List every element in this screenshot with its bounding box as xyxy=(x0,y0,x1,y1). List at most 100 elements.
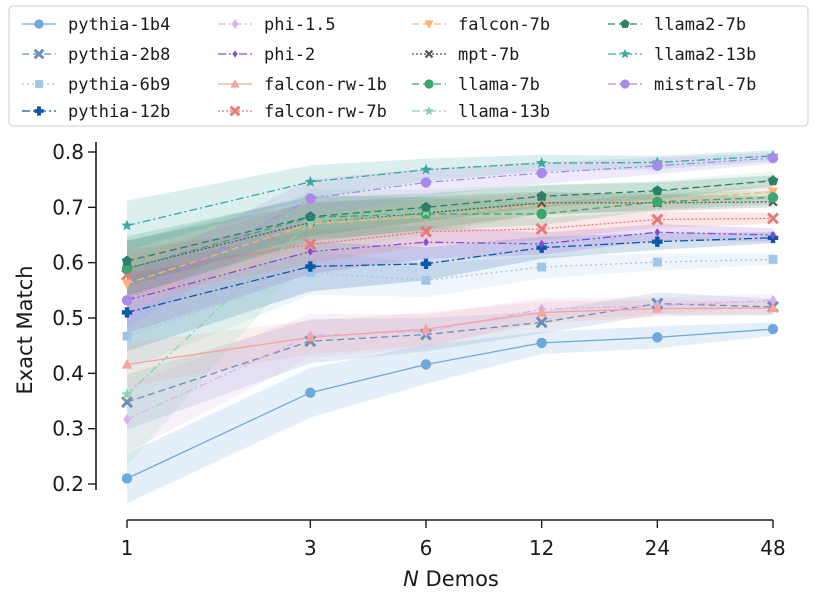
point-pythia-6b9-1 xyxy=(122,331,132,341)
point-falcon-rw-1b-3 xyxy=(305,331,316,342)
band-falcon-7b xyxy=(127,185,773,312)
point-pythia-12b-24 xyxy=(652,236,663,247)
legend-marker-falcon-7b xyxy=(424,20,434,29)
point-falcon-rw-1b-1 xyxy=(121,359,133,369)
y-tick-label: 0.5 xyxy=(52,306,84,330)
legend-item-pythia-6b9: pythia-6b9 xyxy=(22,75,170,95)
line-mpt-7b xyxy=(126,201,774,269)
legend-item-mpt-7b: mpt-7b xyxy=(412,45,519,65)
x-tick-label: 48 xyxy=(760,536,785,560)
legend-marker-llama-13b xyxy=(423,105,435,116)
series-lines xyxy=(126,155,774,480)
legend-item-falcon-rw-1b: falcon-rw-1b xyxy=(218,75,387,95)
point-llama-7b-48 xyxy=(767,192,779,203)
point-pythia-1b4-48 xyxy=(767,323,779,335)
band-llama-13b xyxy=(127,171,773,467)
legend-item-llama-13b: llama-13b xyxy=(412,102,550,122)
legend-label-llama-7b: llama-7b xyxy=(458,75,540,95)
point-pythia-1b4-1 xyxy=(121,473,133,484)
legend-label-phi-1.5: phi-1.5 xyxy=(264,15,336,35)
point-pythia-1b4-24 xyxy=(652,332,663,343)
point-pythia-6b9-3 xyxy=(305,268,315,278)
line-phi-1.5 xyxy=(126,299,774,420)
legend-item-pythia-1b4: pythia-1b4 xyxy=(22,15,170,35)
x-axis-label-italic: N xyxy=(403,567,419,591)
line-llama2-7b xyxy=(126,180,774,262)
band-llama2-7b xyxy=(127,175,773,286)
point-pythia-12b-1 xyxy=(121,307,133,318)
point-pythia-6b9-24 xyxy=(652,257,662,267)
band-pythia-12b xyxy=(127,232,773,352)
legend-marker-llama-7b xyxy=(424,79,434,89)
band-pythia-1b4 xyxy=(127,322,773,504)
point-phi-2-12 xyxy=(538,239,545,249)
point-phi-2-6 xyxy=(423,238,429,247)
point-falcon-7b-12 xyxy=(536,200,547,211)
legend-label-pythia-6b9: pythia-6b9 xyxy=(68,75,170,95)
point-llama2-7b-24 xyxy=(652,185,663,196)
legend-item-mistral-7b: mistral-7b xyxy=(608,75,756,95)
point-llama2-7b-1 xyxy=(121,255,133,266)
point-pythia-12b-3 xyxy=(305,261,316,272)
point-falcon-rw-7b-48 xyxy=(766,212,780,225)
band-falcon-rw-7b xyxy=(127,211,773,300)
x-tick-label: 1 xyxy=(121,536,134,560)
x-axis-label-rest: Demos xyxy=(419,567,499,591)
point-llama2-13b-3 xyxy=(304,175,317,187)
point-phi-1.5-1 xyxy=(123,413,131,425)
legend-item-pythia-2b8: pythia-2b8 xyxy=(22,45,170,65)
point-falcon-rw-1b-6 xyxy=(420,323,432,334)
point-pythia-1b4-3 xyxy=(305,387,316,398)
band-mistral-7b xyxy=(127,152,773,328)
point-mistral-7b-1 xyxy=(121,295,133,306)
point-pythia-6b9-48 xyxy=(768,254,778,264)
point-llama2-7b-3 xyxy=(305,211,316,222)
point-pythia-1b4-6 xyxy=(420,359,432,370)
line-llama2-13b xyxy=(126,155,774,227)
point-llama-7b-1 xyxy=(121,263,133,274)
point-llama-7b-24 xyxy=(652,196,663,207)
point-phi-1.5-48 xyxy=(769,294,777,306)
legend-label-llama2-7b: llama2-7b xyxy=(654,15,746,35)
legend-marker-pythia-12b xyxy=(34,106,44,116)
y-tick-label: 0.6 xyxy=(52,251,84,275)
x-tick-label: 3 xyxy=(304,536,317,560)
line-mistral-7b xyxy=(126,157,774,301)
legend-marker-llama2-7b xyxy=(620,19,630,28)
band-llama-7b xyxy=(127,190,773,297)
line-llama-7b xyxy=(126,196,774,270)
band-mpt-7b xyxy=(127,191,773,296)
point-llama2-7b-6 xyxy=(420,201,432,212)
legend-label-falcon-7b: falcon-7b xyxy=(458,15,550,35)
legend-label-falcon-rw-7b: falcon-rw-7b xyxy=(264,102,387,122)
point-falcon-rw-1b-48 xyxy=(767,302,779,313)
line-phi-2 xyxy=(126,231,774,301)
legend-marker-mistral-7b xyxy=(620,79,630,89)
point-llama2-7b-48 xyxy=(767,175,779,186)
y-tick-label: 0.2 xyxy=(52,472,84,496)
line-falcon-rw-1b xyxy=(126,307,774,366)
point-phi-2-48 xyxy=(770,230,776,240)
point-mistral-7b-6 xyxy=(420,177,432,188)
legend-label-falcon-rw-1b: falcon-rw-1b xyxy=(264,75,387,95)
legend-label-llama2-13b: llama2-13b xyxy=(654,45,756,65)
legend-item-llama2-7b: llama2-7b xyxy=(608,15,746,35)
point-pythia-1b4-12 xyxy=(536,337,547,349)
x-tick-label: 24 xyxy=(645,536,670,560)
legend-marker-pythia-6b9 xyxy=(35,80,43,88)
legend-marker-falcon-rw-7b xyxy=(229,105,241,117)
legend-label-phi-2: phi-2 xyxy=(264,45,315,65)
legend-label-mistral-7b: mistral-7b xyxy=(654,75,756,95)
y-tick-label: 0.8 xyxy=(52,140,84,164)
line-pythia-1b4 xyxy=(126,328,774,480)
y-tick-label: 0.7 xyxy=(52,195,84,219)
band-pythia-2b8 xyxy=(127,292,773,430)
point-mistral-7b-12 xyxy=(536,167,547,179)
legend-marker-pythia-1b4 xyxy=(34,19,44,29)
point-mistral-7b-24 xyxy=(652,160,663,172)
y-tick-label: 0.3 xyxy=(52,417,84,441)
legend-marker-falcon-rw-1b xyxy=(230,79,240,88)
point-falcon-rw-7b-12 xyxy=(535,222,548,235)
series-markers xyxy=(120,149,780,484)
